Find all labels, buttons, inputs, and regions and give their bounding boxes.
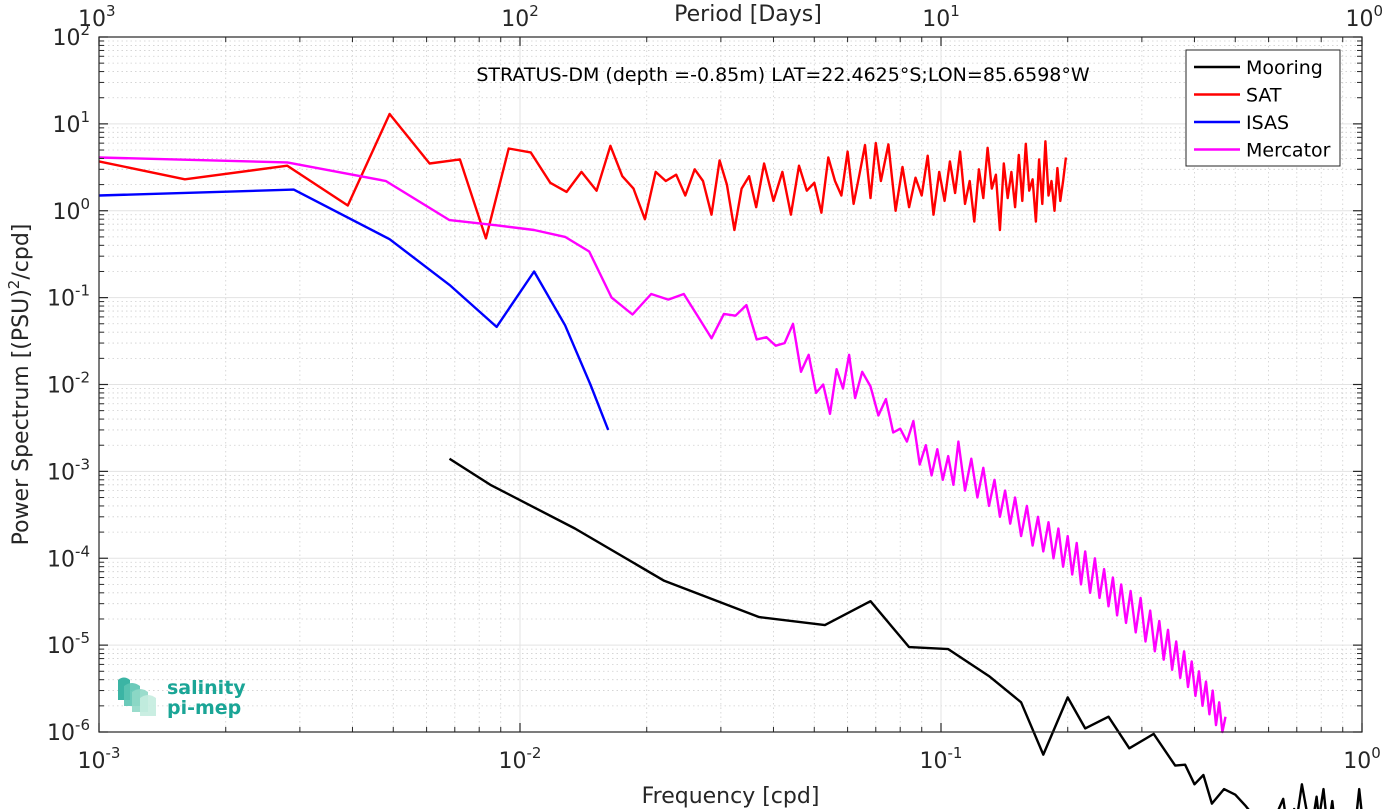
y-tick-label: 10-6	[47, 716, 90, 746]
x-tick-label: 10-3	[78, 744, 121, 774]
y-tick-labels: 10-6 10-5 10-4 10-3 10-2 10-1 100 101 102	[47, 21, 90, 746]
legend-label-mooring: Mooring	[1246, 57, 1323, 79]
chart-title: STRATUS-DM (depth =-0.85m) LAT=22.4625°S…	[476, 64, 1090, 86]
legend-label-isas: ISAS	[1246, 112, 1289, 134]
y-tick-label: 101	[52, 108, 90, 138]
legend-label-mercator: Mercator	[1246, 140, 1331, 162]
x2-tick-label: 102	[501, 2, 539, 32]
y-axis-label: Power Spectrum [(PSU)2/cpd]	[5, 224, 34, 546]
series-line-sat	[98, 112, 1068, 240]
y-tick-label: 10-4	[47, 542, 90, 572]
legend-label-sat: SAT	[1246, 85, 1282, 107]
logo-text-line1: salinity	[167, 677, 246, 699]
legend-box	[1185, 49, 1341, 167]
legend: Mooring SAT ISAS Mercator	[1185, 49, 1341, 167]
tick-marks	[98, 36, 1363, 733]
x-tick-label: 10-2	[499, 744, 542, 774]
x-tick-labels: 10-3 10-2 10-1 100	[78, 744, 1381, 774]
top-period-tick-labels: 103 102 101 100	[78, 2, 1383, 32]
x2-tick-label: 100	[1345, 2, 1383, 32]
x-tick-label: 10-1	[920, 744, 963, 774]
salinity-pi-mep-logo: salinity pi-mep	[118, 677, 246, 719]
y-tick-label: 100	[52, 195, 90, 225]
x2-tick-label: 103	[78, 2, 116, 32]
y-tick-label: 10-3	[47, 455, 90, 485]
series-line-isas	[98, 188, 610, 431]
x-tick-label: 100	[1343, 744, 1381, 774]
series-layer	[98, 112, 1363, 809]
series-line-mercator	[98, 156, 1227, 734]
x-axis-label: Frequency [cpd]	[642, 784, 820, 809]
top-axis-label: Period [Days]	[674, 2, 822, 27]
y-tick-label: 10-1	[47, 282, 90, 312]
series-line-mooring	[448, 457, 1363, 809]
y-tick-label: 102	[52, 21, 90, 51]
y-tick-label: 10-2	[47, 369, 90, 399]
x2-tick-label: 101	[922, 2, 960, 32]
logo-waves-icon	[118, 677, 156, 716]
y-tick-label: 10-5	[47, 629, 90, 659]
logo-text-line2: pi-mep	[167, 697, 241, 719]
